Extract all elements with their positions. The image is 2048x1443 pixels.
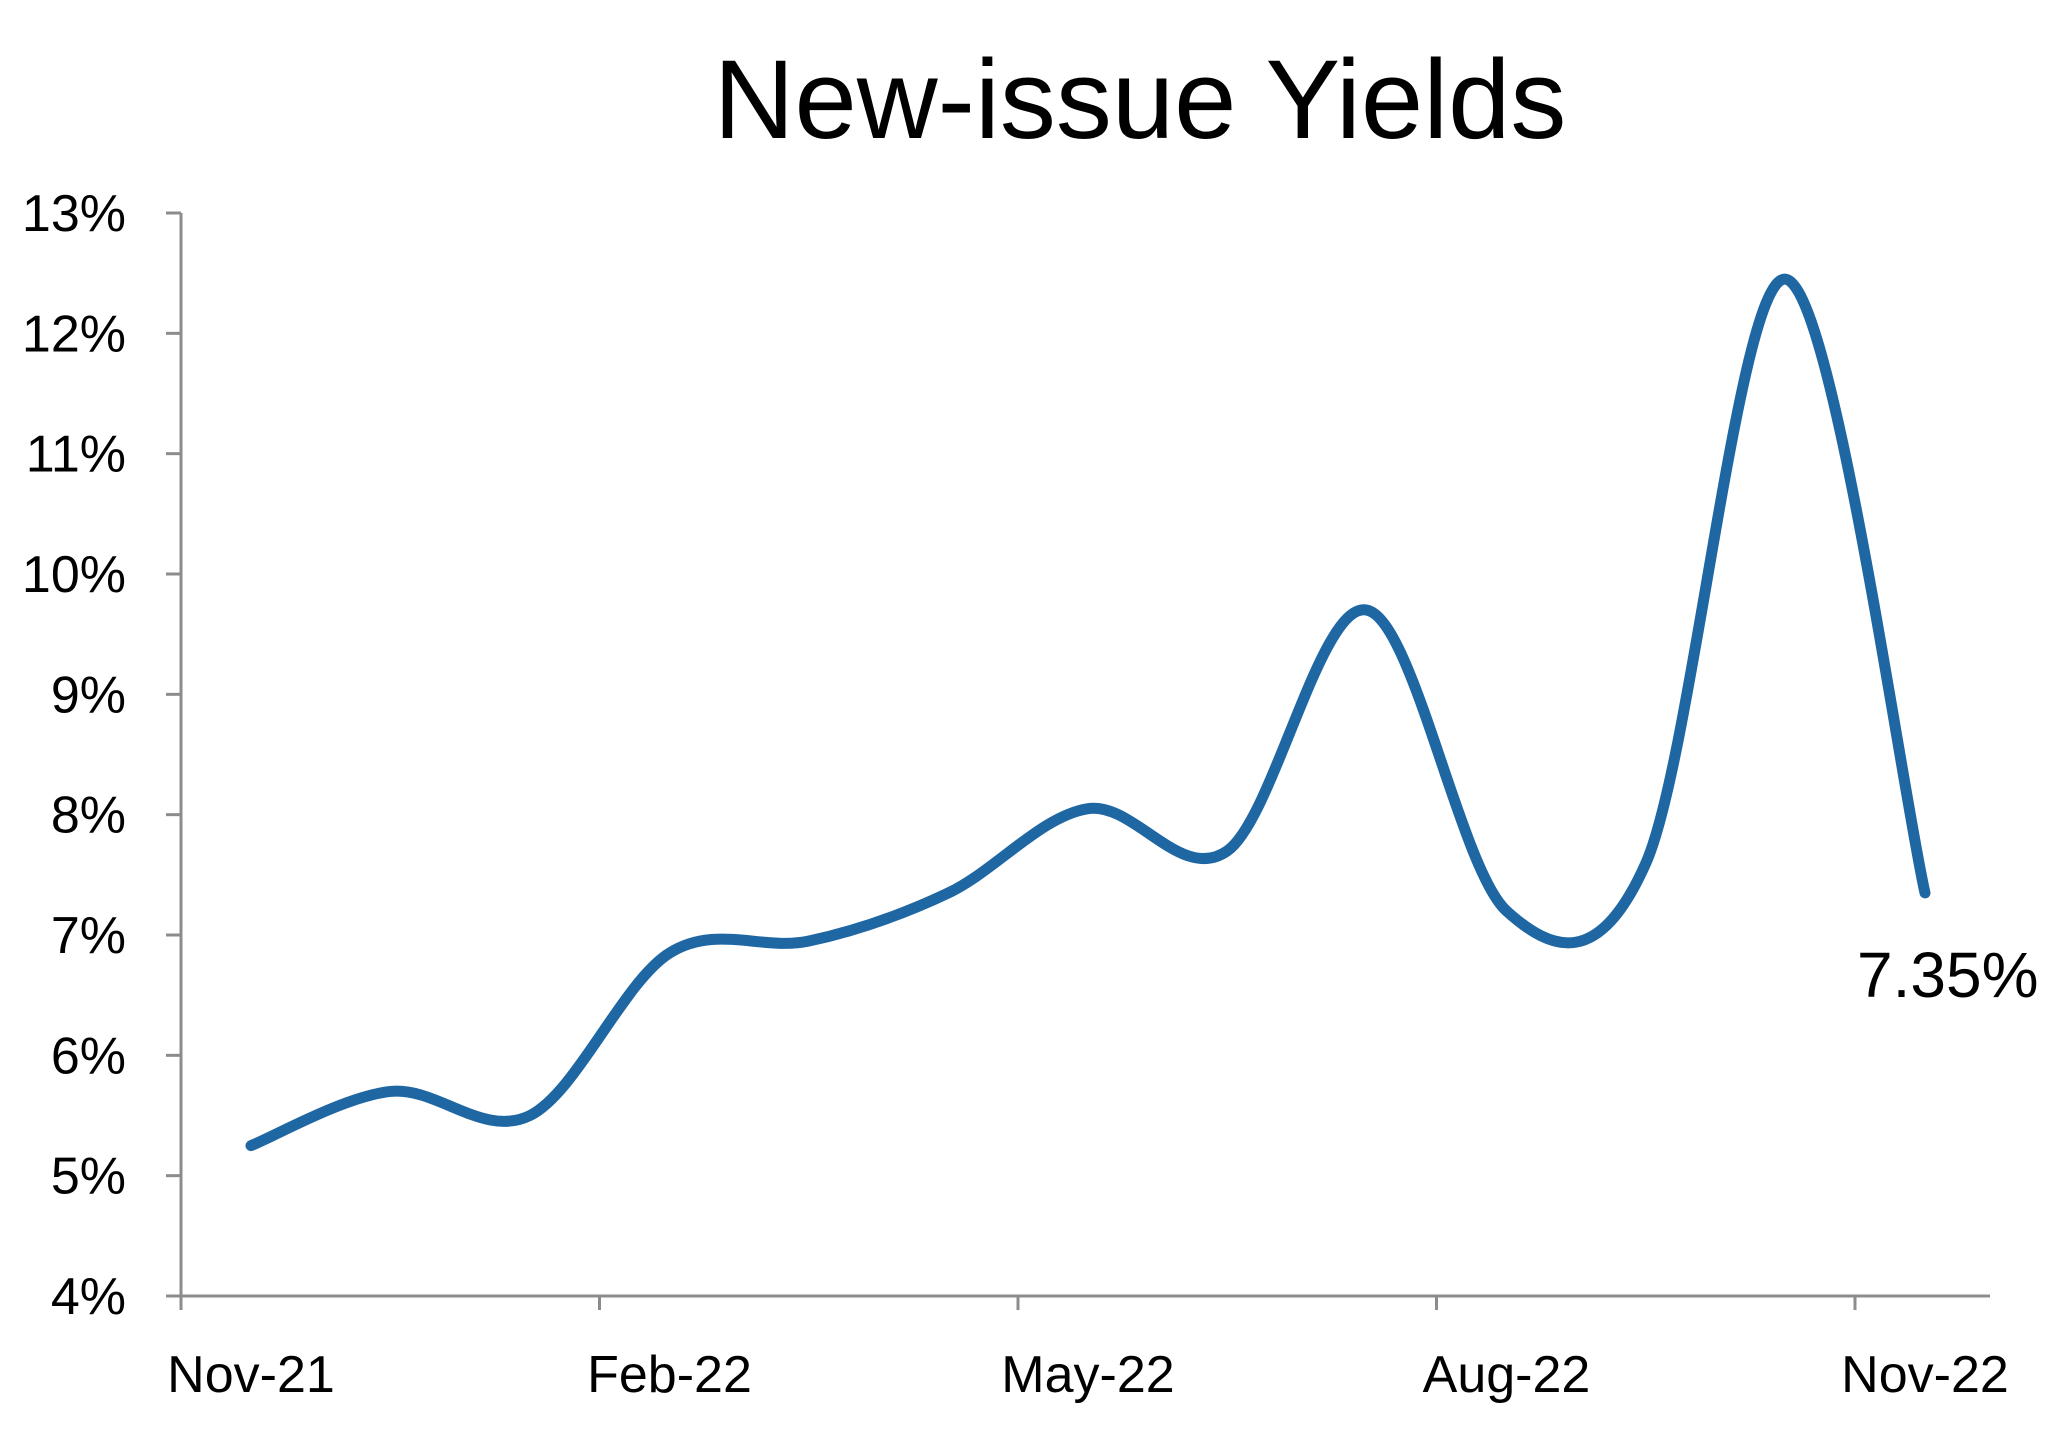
x-tick-label: Aug-22 xyxy=(1423,1346,1591,1404)
y-tick-label: 5% xyxy=(51,1148,126,1206)
y-tick-label: 9% xyxy=(51,666,126,724)
annotation-layer: 7.35% xyxy=(1857,939,2038,1011)
y-tick-label: 8% xyxy=(51,787,126,845)
end-value-label: 7.35% xyxy=(1857,939,2038,1011)
x-tick-label: Feb-22 xyxy=(587,1346,752,1404)
y-tick-label: 7% xyxy=(51,907,126,965)
y-tick-label: 6% xyxy=(51,1027,126,1085)
x-axis-ticks: Nov-21 Feb-22 May-22 Aug-22 Nov-22 xyxy=(167,1296,2009,1404)
x-tick-label: May-22 xyxy=(1001,1346,1174,1404)
y-tick-label: 11% xyxy=(26,426,126,484)
y-axis-ticks: 4% 5% 6% 7% 8% 9% 10% 11% 12% 13% xyxy=(22,185,181,1326)
chart-title: New-issue Yields xyxy=(714,37,1567,162)
x-tick-label: Nov-21 xyxy=(167,1346,335,1404)
y-tick-label: 10% xyxy=(22,546,126,604)
y-tick-label: 4% xyxy=(51,1268,126,1326)
y-tick-label: 12% xyxy=(22,305,126,363)
x-tick-label: Nov-22 xyxy=(1841,1346,2009,1404)
series-line-0 xyxy=(245,273,1931,1152)
series-layer xyxy=(245,273,1931,1152)
y-tick-label: 13% xyxy=(22,185,126,243)
